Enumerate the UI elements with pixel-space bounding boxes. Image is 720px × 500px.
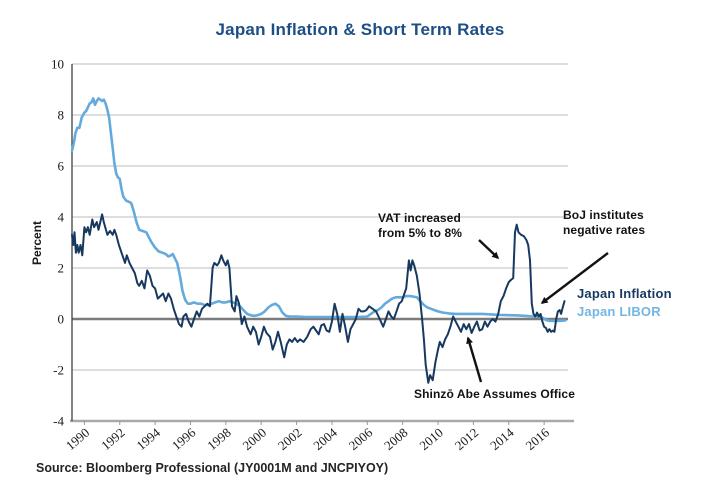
annotation-text-vat: VAT increased from 5% to 8% — [378, 211, 462, 240]
x-tick-label: 2006 — [346, 424, 376, 453]
x-tick-label: 2012 — [452, 425, 482, 453]
x-tick-label: 2016 — [522, 424, 552, 453]
annotation-text-abe: Shinzō Abe Assumes Office — [414, 387, 575, 401]
y-tick-label: 6 — [58, 159, 65, 174]
y-axis-title: Percent — [30, 220, 44, 266]
y-tick-label: 8 — [58, 108, 65, 123]
annotation-arrow-vat — [478, 239, 500, 260]
y-tick-label: 10 — [51, 57, 64, 72]
x-tick-label: 1996 — [169, 424, 199, 453]
annotation-arrow-abe — [466, 336, 483, 383]
annotation-text-boj: BoJ institutes negative rates — [563, 208, 646, 237]
x-tick-label: 2000 — [240, 425, 270, 453]
x-tick-label: 1992 — [98, 425, 128, 453]
y-tick-label: -4 — [53, 414, 64, 429]
x-tick-label: 2004 — [310, 424, 340, 453]
chart-title: Japan Inflation & Short Term Rates — [215, 20, 505, 39]
series-label-japan-inflation: Japan Inflation — [577, 286, 672, 301]
x-tick-label: 2008 — [381, 425, 411, 453]
x-tick-label: 1998 — [204, 425, 234, 453]
annotation-arrow-boj — [540, 252, 609, 304]
y-tick-label: 0 — [58, 312, 65, 327]
japan-inflation-line — [71, 213, 566, 384]
x-tick-label: 1994 — [133, 424, 163, 453]
japan-libor-line — [70, 97, 567, 323]
x-tick-label: 2002 — [275, 425, 305, 453]
y-tick-label: 2 — [58, 261, 65, 276]
series-label-japan-libor: Japan LIBOR — [577, 304, 661, 319]
source-note: Source: Bloomberg Professional (JY0001M … — [36, 461, 389, 475]
x-tick-label: 2010 — [416, 425, 446, 453]
x-tick-label: 1990 — [63, 425, 93, 453]
y-tick-label: 4 — [58, 210, 65, 225]
x-tick-label: 2014 — [487, 424, 517, 453]
y-tick-label: -2 — [53, 363, 64, 378]
